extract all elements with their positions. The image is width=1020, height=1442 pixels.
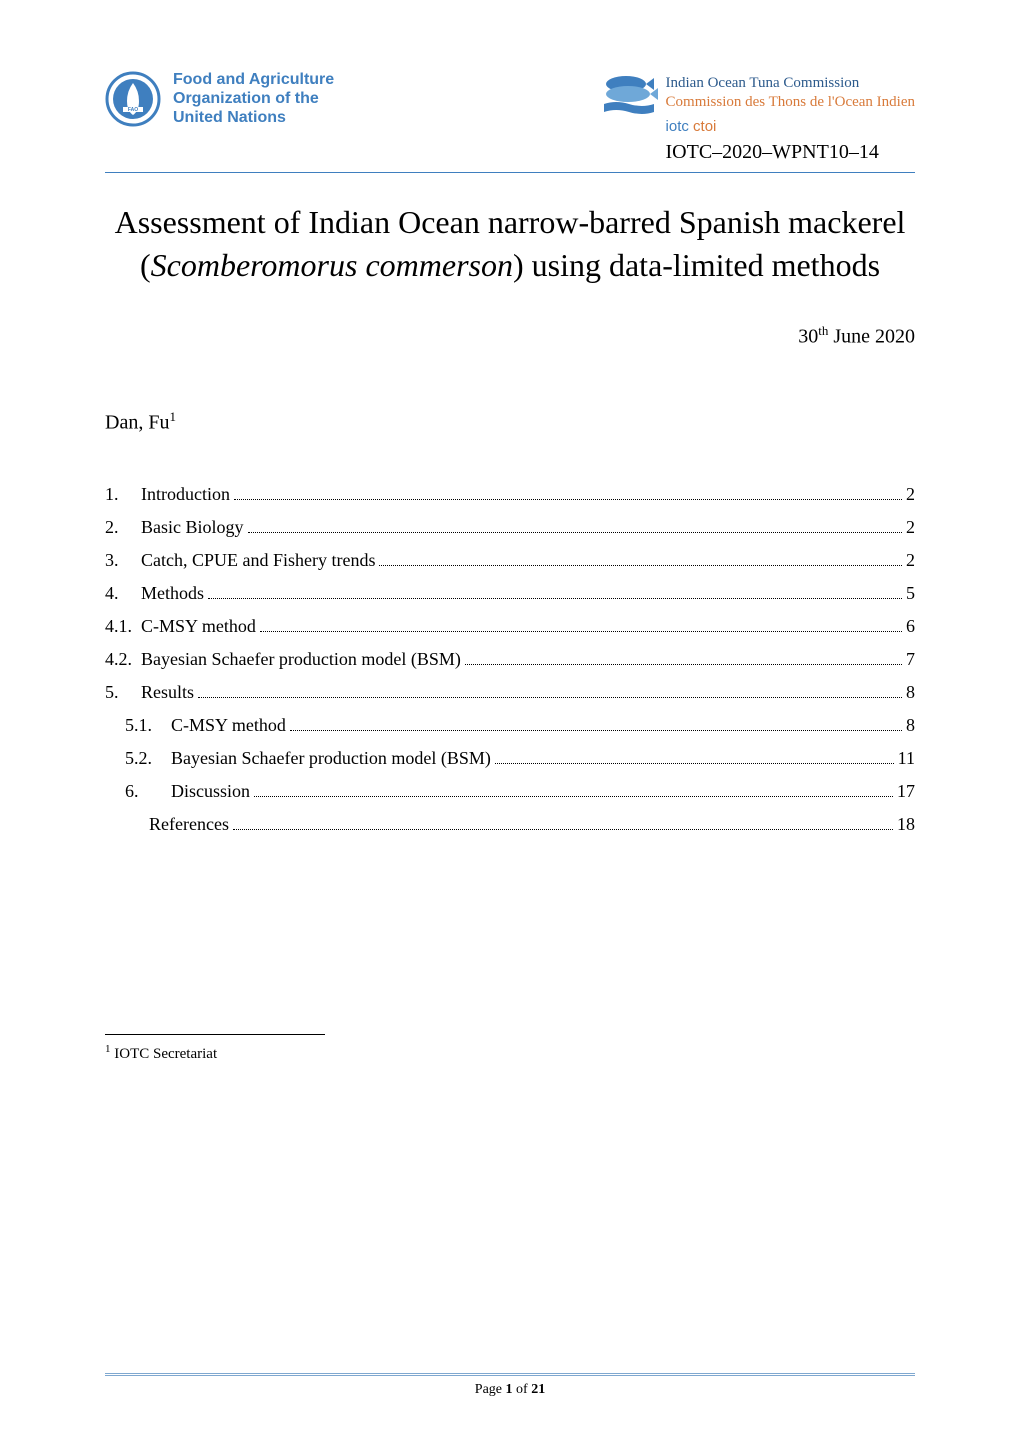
toc-label: C-MSY method [171,716,286,734]
toc-row: 3.Catch, CPUE and Fishery trends 2 [105,551,915,570]
toc-leader-dots [248,532,903,533]
iotc-names: Indian Ocean Tuna Commission Commission … [666,74,915,112]
toc-leader-dots [234,499,902,500]
iotc-logo-and-names: Indian Ocean Tuna Commission Commission … [600,70,915,116]
fao-block: FAO Food and Agriculture Organization of… [105,70,334,128]
fao-line1: Food and Agriculture [173,70,334,89]
toc-label: Discussion [171,782,250,800]
toc-row: References 18 [105,815,915,834]
toc-number: 4.1. [105,617,141,635]
page-header: FAO Food and Agriculture Organization of… [105,70,915,164]
toc-leader-dots [260,631,902,632]
iotc-logo [600,70,658,116]
toc-page-number: 18 [897,815,915,833]
toc-label: Catch, CPUE and Fishery trends [141,551,375,569]
document-date: 30th June 2020 [105,323,915,349]
toc-leader-dots [495,763,894,764]
toc-leader-dots [290,730,902,731]
toc-label: Introduction [141,485,230,503]
iotc-name-en: Indian Ocean Tuna Commission [666,74,915,93]
toc-number: 3. [105,551,141,569]
toc-row: 5.2.Bayesian Schaefer production model (… [105,749,915,768]
document-code: IOTC–2020–WPNT10–14 [666,141,879,164]
toc-page-number: 11 [898,749,915,767]
toc-number: 5.1. [125,716,171,734]
toc-row: 6.Discussion 17 [105,782,915,801]
toc-page-number: 8 [906,716,915,734]
toc-row: 5.Results 8 [105,683,915,702]
toc-number: 2. [105,518,141,536]
toc-leader-dots [465,664,902,665]
iotc-abbr: iotc ctoi [666,118,717,135]
toc-page-number: 2 [906,485,915,503]
toc-row: 5.1.C-MSY method 8 [105,716,915,735]
footer-page-num: 1 [506,1382,513,1397]
footer-page-total: 21 [531,1382,545,1397]
footer-pre: Page [475,1382,506,1397]
toc-page-number: 6 [906,617,915,635]
document-title: Assessment of Indian Ocean narrow-barred… [105,201,915,287]
toc-page-number: 2 [906,518,915,536]
toc-label: Methods [141,584,204,602]
footer-rule-top [105,1373,915,1374]
toc-leader-dots [379,565,902,566]
iotc-block: Indian Ocean Tuna Commission Commission … [600,70,915,164]
author-footnote-marker: 1 [169,409,176,424]
toc-leader-dots [233,829,893,830]
toc-number: 5.2. [125,749,171,767]
toc-number: 4.2. [105,650,141,668]
title-post: ) using data-limited methods [513,247,880,283]
iotc-name-fr: Commission des Thons de l'Ocean Indien [666,93,915,112]
header-rule [105,172,915,173]
toc-row: 4.Methods 5 [105,584,915,603]
toc-number: 6. [125,782,171,800]
fao-line3: United Nations [173,108,334,127]
toc-leader-dots [198,697,902,698]
date-day: 30 [798,326,818,348]
toc-number: 5. [105,683,141,701]
toc-number: 1. [105,485,141,503]
toc-page-number: 2 [906,551,915,569]
toc-page-number: 5 [906,584,915,602]
fao-line2: Organization of the [173,89,334,108]
toc-label: Bayesian Schaefer production model (BSM) [171,749,491,767]
footer-mid: of [513,1382,532,1397]
toc-row: 1.Introduction 2 [105,485,915,504]
toc-row: 4.2.Bayesian Schaefer production model (… [105,650,915,669]
iotc-abbr-fr: ctoi [693,118,716,135]
footer-pagination: Page 1 of 21 [105,1382,915,1398]
toc-label: Basic Biology [141,518,244,536]
author-name: Dan, Fu [105,412,169,434]
toc-label: References [149,815,229,833]
footnote: 1 IOTC Secretariat [105,1043,915,1063]
table-of-contents: 1.Introduction22.Basic Biology23.Catch, … [105,485,915,834]
toc-label: Bayesian Schaefer production model (BSM) [141,650,461,668]
toc-label: Results [141,683,194,701]
toc-number: 4. [105,584,141,602]
footnote-separator [105,1034,325,1035]
toc-page-number: 7 [906,650,915,668]
toc-row: 4.1.C-MSY method 6 [105,617,915,636]
fao-logo: FAO [105,71,161,127]
fao-org-name: Food and Agriculture Organization of the… [173,70,334,128]
page-footer: Page 1 of 21 [105,1373,915,1398]
date-rest: June 2020 [828,326,915,348]
date-ordinal: th [818,323,828,338]
toc-page-number: 8 [906,683,915,701]
svg-text:FAO: FAO [128,107,138,113]
footer-rule-bottom [105,1375,915,1376]
toc-leader-dots [254,796,893,797]
toc-label: C-MSY method [141,617,256,635]
footnote-text: IOTC Secretariat [111,1046,218,1062]
toc-page-number: 17 [897,782,915,800]
toc-leader-dots [208,598,902,599]
title-species: Scomberomorus commerson [151,247,513,283]
author: Dan, Fu1 [105,409,915,435]
toc-row: 2.Basic Biology 2 [105,518,915,537]
iotc-abbr-en: iotc [666,118,689,135]
